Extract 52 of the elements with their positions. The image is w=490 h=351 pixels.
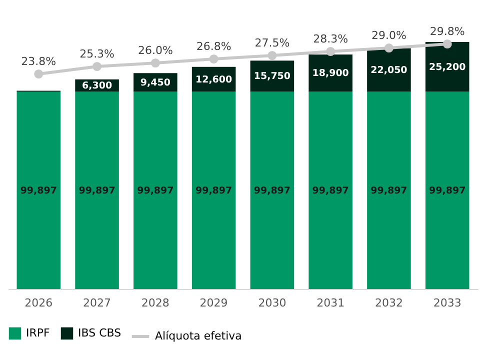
- x-tick-label: 2029: [200, 296, 228, 310]
- bar: [192, 92, 236, 289]
- data-label: 12,600: [195, 74, 233, 86]
- point: [326, 46, 336, 56]
- data-label: 29.0%: [371, 29, 406, 42]
- x-tick-label: 2032: [374, 296, 403, 310]
- legend-label: IBS CBS: [78, 326, 122, 340]
- data-label: 99,897: [78, 185, 116, 196]
- x-tick-label: 2033: [433, 296, 462, 310]
- legend-label: IRPF: [26, 326, 50, 340]
- x-tick-label: 2027: [83, 296, 112, 310]
- data-label: 25,200: [429, 62, 466, 73]
- data-label: 99,897: [20, 185, 57, 196]
- point: [209, 54, 218, 64]
- data-label: 99,897: [370, 185, 408, 196]
- data-label: 22,050: [370, 64, 408, 76]
- data-label: 25.3%: [80, 48, 115, 60]
- data-label: 9,450: [140, 77, 171, 88]
- legend-label: Alíquota efetiva: [155, 330, 242, 342]
- data-label: 27.5%: [254, 36, 290, 50]
- bar: [134, 92, 178, 289]
- data-label: 26.0%: [138, 44, 173, 57]
- data-label: 18,900: [312, 68, 350, 80]
- point: [384, 43, 394, 53]
- data-label: 99,897: [312, 185, 349, 196]
- bar: [308, 92, 352, 289]
- point: [268, 50, 277, 60]
- bar: [75, 92, 119, 289]
- x-tick-label: 2030: [258, 296, 286, 310]
- data-label: 23.8%: [21, 55, 56, 68]
- bar: [250, 60, 294, 92]
- point: [442, 39, 452, 49]
- data-label: 99,897: [137, 185, 174, 196]
- bar: [250, 92, 294, 289]
- data-label: 99,897: [429, 185, 466, 196]
- point: [34, 69, 44, 79]
- data-label: 28.3%: [313, 32, 348, 46]
- bar: [425, 92, 470, 289]
- data-label: 29.8%: [430, 25, 465, 38]
- bar: [16, 92, 61, 289]
- data-label: 6,300: [82, 80, 112, 92]
- point: [150, 58, 160, 68]
- point: [92, 62, 102, 72]
- bar: [308, 54, 352, 92]
- x-tick-label: 2028: [141, 296, 170, 310]
- data-label: 99,897: [254, 185, 291, 196]
- x-tick-label: 2031: [316, 296, 345, 310]
- bar: [367, 92, 411, 289]
- data-label: 26.8%: [196, 40, 232, 53]
- x-tick-label: 2026: [24, 296, 53, 310]
- data-label: 99,897: [195, 185, 232, 196]
- data-label: 15,750: [254, 71, 291, 82]
